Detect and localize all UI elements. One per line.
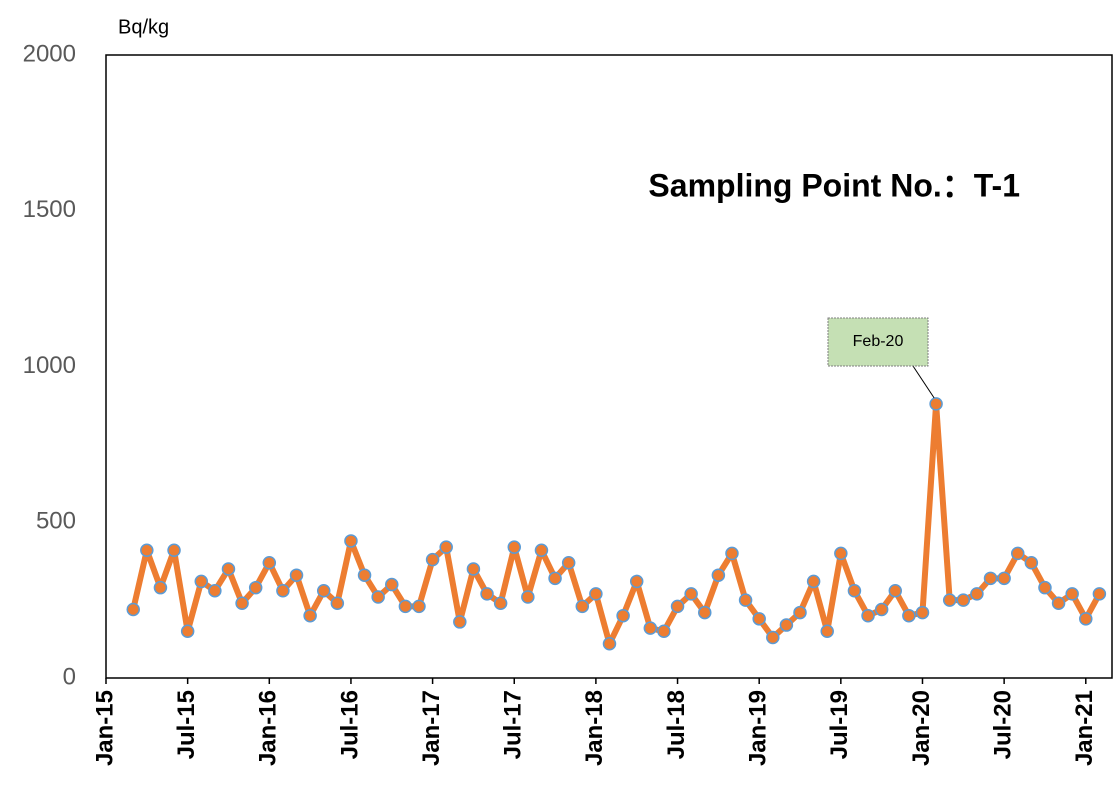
x-tick-label: Jul-19	[826, 690, 853, 759]
data-point	[303, 608, 317, 623]
data-point	[806, 574, 821, 589]
plot-frame	[105, 54, 1113, 679]
y-tick-label: 500	[36, 508, 76, 535]
x-tick-label: Jul-20	[989, 690, 1016, 759]
data-point	[861, 608, 875, 623]
data-point	[194, 574, 209, 589]
chart-title: Sampling Point No.：T-1	[648, 167, 1020, 203]
x-tick-label: Jan-16	[255, 690, 282, 766]
data-point	[915, 605, 930, 620]
data-point	[970, 587, 984, 601]
data-point	[834, 546, 848, 561]
data-point	[330, 596, 345, 610]
data-point	[453, 615, 467, 629]
data-point	[208, 584, 222, 598]
data-point	[793, 605, 807, 620]
x-tick-label: Jan-15	[91, 690, 118, 766]
data-point	[153, 580, 168, 595]
annotation-box	[827, 317, 929, 367]
data-point	[997, 571, 1011, 586]
data-point	[929, 397, 943, 411]
data-point	[684, 587, 698, 601]
x-tick-label: Jan-17	[418, 690, 445, 766]
data-point	[670, 599, 685, 614]
data-point	[847, 584, 862, 598]
data-point	[602, 636, 617, 651]
x-tick-label: Jan-20	[908, 690, 935, 766]
y-tick-label: 2000	[23, 40, 76, 67]
data-point	[357, 568, 372, 582]
data-point	[425, 552, 440, 567]
data-point	[738, 593, 753, 607]
data-point	[466, 562, 481, 576]
data-point	[276, 584, 290, 598]
data-point	[575, 599, 590, 614]
x-tick-label: Jul-17	[500, 690, 527, 759]
data-point	[1065, 587, 1079, 601]
y-tick-label: 0	[63, 663, 76, 690]
data-point	[1079, 612, 1093, 626]
data-point	[956, 593, 971, 607]
data-point	[779, 618, 794, 632]
data-point	[521, 590, 535, 604]
data-point	[589, 587, 603, 601]
data-point	[262, 555, 277, 570]
data-point	[316, 584, 331, 598]
data-point	[752, 612, 766, 626]
data-point	[235, 596, 249, 610]
data-point	[344, 534, 358, 548]
data-point	[507, 540, 521, 554]
data-point	[643, 621, 658, 635]
annotation-leader	[912, 365, 935, 399]
data-point	[1010, 546, 1025, 561]
data-point	[629, 574, 644, 589]
data-point	[657, 624, 671, 639]
data-point	[412, 599, 426, 614]
data-point	[439, 540, 453, 554]
data-point	[820, 624, 834, 639]
x-tick-label: Jan-19	[745, 690, 772, 766]
data-point	[480, 587, 494, 601]
data-point	[385, 577, 399, 592]
data-point	[248, 580, 263, 595]
data-point	[534, 543, 549, 558]
data-point	[548, 571, 562, 586]
data-point	[398, 599, 413, 614]
y-tick-label: 1000	[23, 352, 76, 379]
y-axis-label: Bq/kg	[118, 16, 169, 38]
data-point	[725, 546, 739, 561]
data-point	[289, 568, 304, 582]
data-point	[874, 602, 889, 617]
x-tick-label: Jul-16	[336, 690, 363, 759]
y-tick-label: 1500	[23, 196, 76, 223]
data-point	[126, 602, 140, 617]
data-point	[766, 630, 780, 645]
data-point	[140, 543, 154, 558]
data-point	[371, 590, 385, 604]
data-line	[130, 400, 1103, 647]
data-point	[1024, 555, 1039, 570]
x-tick-label: Jul-18	[663, 690, 690, 759]
data-point	[1038, 580, 1052, 595]
data-point	[942, 593, 957, 607]
data-point	[1092, 587, 1107, 601]
data-point	[698, 605, 712, 620]
data-point	[1051, 596, 1066, 610]
annotation-text: Feb-20	[853, 333, 904, 350]
data-point	[616, 608, 630, 623]
data-point	[983, 571, 998, 586]
data-point	[888, 584, 903, 598]
data-point	[902, 608, 916, 623]
data-point	[221, 562, 236, 576]
x-tick-label: Jan-21	[1071, 690, 1098, 766]
data-point	[493, 596, 508, 610]
data-point	[711, 568, 726, 582]
data-point	[561, 555, 576, 570]
data-point	[167, 543, 181, 558]
data-point	[180, 624, 195, 639]
x-tick-label: Jan-18	[581, 690, 608, 766]
x-tick-label: Jul-15	[173, 690, 200, 759]
